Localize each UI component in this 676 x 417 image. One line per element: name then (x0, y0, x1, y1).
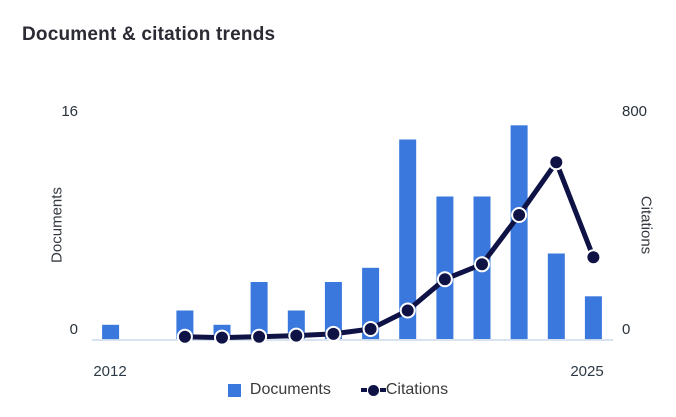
right-axis-min-tick: 0 (622, 321, 631, 338)
right-axis-title: Citations (637, 195, 655, 255)
citations-point-2019 (362, 321, 379, 337)
citations-marker-dash-right (379, 388, 386, 392)
citations-marker-dash-left (360, 388, 367, 392)
left-axis-title: Documents (48, 187, 66, 263)
citations-point-2023 (511, 207, 528, 223)
right-axis-max-tick: 800 (622, 103, 648, 120)
documents-bar-2012 (102, 324, 120, 340)
left-axis-max-tick: 16 (61, 103, 78, 120)
citations-point-2024 (548, 154, 565, 171)
legend: Documents Citations (0, 381, 676, 399)
x-tick-2012: 2012 (93, 363, 127, 380)
citations-point-2025 (585, 249, 602, 266)
documents-bar-2020 (399, 139, 417, 339)
documents-bar-2023 (510, 125, 528, 340)
citations-point-2020 (399, 302, 416, 319)
citations-point-2017 (288, 327, 305, 344)
citations-point-2016 (251, 328, 268, 345)
legend-documents-label: Documents (249, 381, 331, 398)
x-tick-2025: 2025 (570, 363, 604, 380)
legend-item-citations[interactable]: Citations (360, 381, 449, 399)
citations-point-2022 (474, 256, 490, 273)
legend-item-documents[interactable]: Documents (227, 381, 331, 399)
documents-bar-2024 (547, 253, 565, 339)
legend-citations-label: Citations (385, 381, 449, 398)
documents-swatch-icon (227, 383, 241, 397)
citations-point-2018 (325, 325, 342, 342)
citations-marker-dot (367, 384, 379, 396)
documents-bar-2016 (250, 282, 268, 339)
chart-title: Document & citation trends (22, 24, 276, 45)
documents-bar-2025 (584, 296, 602, 340)
citations-point-2015 (214, 329, 230, 346)
citations-line (182, 159, 596, 341)
documents-bar-2019 (362, 267, 380, 340)
left-axis-min-tick: 0 (69, 321, 78, 338)
citations-point-2021 (436, 271, 453, 288)
citations-point-2014 (176, 328, 193, 345)
plot-area (92, 125, 613, 346)
documents-bar-2021 (436, 196, 454, 339)
documents-bar-2018 (324, 282, 342, 339)
citations-line-marker-icon (360, 384, 386, 396)
